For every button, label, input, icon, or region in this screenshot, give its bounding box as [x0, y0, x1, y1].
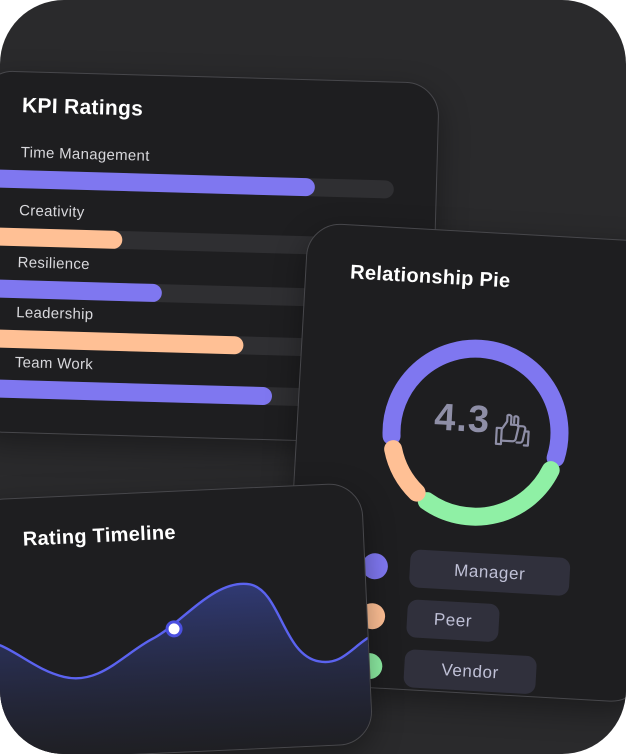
kpi-track [0, 168, 395, 199]
kpi-label: Resilience [17, 254, 91, 274]
donut-segment-vendor [417, 461, 560, 526]
kpi-fill [0, 378, 272, 406]
kpi-row-time-management: Time Management [0, 143, 399, 207]
kpi-label: Leadership [16, 304, 94, 324]
kpi-label: Time Management [20, 144, 150, 165]
donut-segment-manager [382, 339, 569, 467]
legend-label: Peer [405, 599, 500, 643]
legend-label: Manager [408, 549, 571, 597]
legend-item-manager: Manager [361, 547, 603, 600]
legend-item-peer: Peer [358, 596, 600, 649]
kpi-fill [0, 168, 316, 197]
donut-segment-peer [384, 440, 426, 502]
legend-label: Vendor [403, 649, 538, 695]
kpi-fill [0, 278, 163, 303]
rating-timeline-card: Rating Timeline [0, 482, 374, 754]
rating-timeline-chart [0, 582, 373, 754]
kpi-fill [0, 328, 245, 355]
kpi-label: Team Work [14, 354, 94, 374]
relationship-donut-chart [382, 339, 569, 526]
relationship-pie-card: Relationship Pie 4.3 Manager Peer Vendor [282, 222, 626, 704]
timeline-area [0, 583, 373, 754]
legend-item-vendor: Vendor [355, 646, 597, 699]
kpi-fill [0, 226, 123, 250]
kpi-card-title: KPI Ratings [21, 94, 144, 121]
thumbs-up-icon [494, 413, 530, 447]
pie-card-title: Relationship Pie [349, 261, 512, 293]
timeline-highlight-point [165, 620, 183, 638]
rating-value: 4.3 [433, 396, 492, 442]
timeline-line [0, 582, 373, 680]
kpi-label: Creativity [18, 202, 85, 221]
